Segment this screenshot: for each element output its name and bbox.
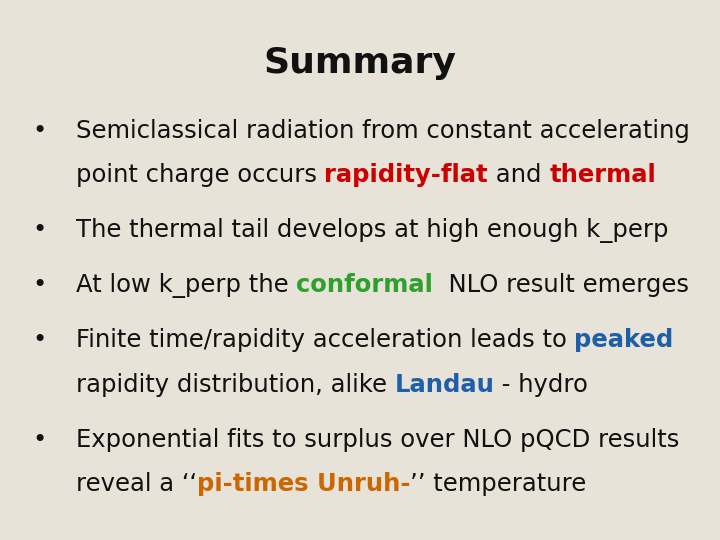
Text: ’’ temperature: ’’ temperature bbox=[410, 472, 587, 496]
Text: thermal: thermal bbox=[549, 163, 656, 187]
Text: •: • bbox=[32, 328, 47, 352]
Text: Semiclassical radiation from constant accelerating: Semiclassical radiation from constant ac… bbox=[76, 119, 690, 143]
Text: •: • bbox=[32, 119, 47, 143]
Text: Summary: Summary bbox=[264, 46, 456, 80]
Text: NLO result emerges: NLO result emerges bbox=[433, 273, 689, 297]
Text: Landau: Landau bbox=[395, 373, 494, 396]
Text: peaked: peaked bbox=[575, 328, 673, 352]
Text: point charge occurs: point charge occurs bbox=[76, 163, 324, 187]
Text: rapidity-flat: rapidity-flat bbox=[324, 163, 488, 187]
Text: pi-times Unruh-: pi-times Unruh- bbox=[197, 472, 410, 496]
Text: The thermal tail develops at high enough k_perp: The thermal tail develops at high enough… bbox=[76, 218, 668, 243]
Text: and: and bbox=[488, 163, 549, 187]
Text: •: • bbox=[32, 428, 47, 451]
Text: At low k_perp the: At low k_perp the bbox=[76, 273, 296, 298]
Text: - hydro: - hydro bbox=[494, 373, 588, 396]
Text: •: • bbox=[32, 218, 47, 242]
Text: Exponential fits to surplus over NLO pQCD results: Exponential fits to surplus over NLO pQC… bbox=[76, 428, 679, 451]
Text: rapidity distribution, alike: rapidity distribution, alike bbox=[76, 373, 395, 396]
Text: reveal a ‘‘: reveal a ‘‘ bbox=[76, 472, 197, 496]
Text: Finite time/rapidity acceleration leads to: Finite time/rapidity acceleration leads … bbox=[76, 328, 575, 352]
Text: •: • bbox=[32, 273, 47, 297]
Text: conformal: conformal bbox=[296, 273, 433, 297]
